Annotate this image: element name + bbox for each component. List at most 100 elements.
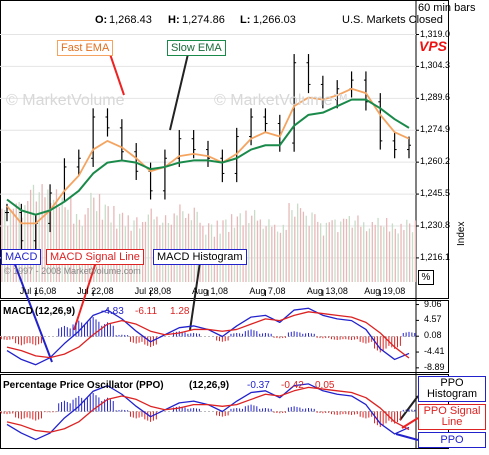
volume-bar	[342, 218, 345, 282]
volume-bar	[409, 223, 411, 282]
volume-bar	[24, 205, 26, 282]
volume-bar	[302, 211, 305, 282]
ppo-hist-value: 0.05	[315, 380, 335, 391]
volume-bar	[357, 215, 359, 282]
volume-bar	[27, 201, 29, 282]
macd-signal-line	[6, 311, 410, 359]
macd-signal-value: -6.11	[135, 306, 158, 317]
date-tick-label: Jul 28,08	[134, 286, 172, 296]
volume-bar	[182, 211, 184, 282]
arrow-ppo-signal	[401, 417, 419, 429]
fast-ema-line	[6, 87, 410, 225]
price-tick-label: 1,260.2	[420, 156, 451, 167]
ppo-value: -0.37	[247, 380, 270, 391]
date-tick-label: Aug 7,08	[249, 286, 286, 296]
volume-bar	[406, 219, 408, 282]
volume-bar	[317, 221, 319, 282]
volume-bar	[294, 216, 296, 282]
low-value: 1,266.03	[253, 14, 296, 26]
callout-ppo: PPO	[418, 432, 486, 448]
volume-bar	[187, 213, 190, 282]
watermark-right: © MarketVolume™	[214, 92, 349, 109]
volume-bar	[196, 211, 198, 282]
volume-bar	[32, 184, 35, 282]
volume-bar	[403, 230, 405, 282]
volume-bar	[311, 212, 313, 282]
volume-bar	[61, 197, 63, 282]
volume-bar	[253, 209, 256, 282]
volume-bar	[276, 231, 279, 282]
volume-bar	[104, 204, 106, 282]
volume-bar	[96, 211, 98, 282]
volume-bar	[29, 189, 32, 282]
volume-bar	[164, 215, 167, 282]
volume-bar	[268, 219, 270, 282]
volume-bar	[176, 215, 178, 282]
vps-logo: VPS	[419, 38, 448, 54]
volume-bar	[331, 220, 333, 282]
macd-tick-label: -8.89	[424, 361, 445, 372]
macd-tick-label: 0.08	[424, 330, 442, 341]
volume-bar	[4, 209, 6, 282]
volume-bar	[363, 222, 365, 282]
volume-bar	[299, 208, 302, 282]
volume-bar	[248, 223, 250, 282]
price-tick-label: 1,216.1	[420, 251, 451, 262]
volume-bar	[345, 218, 348, 282]
volume-bar	[386, 218, 388, 282]
volume-bar	[193, 207, 195, 282]
volume-bar	[377, 217, 379, 282]
price-tick-label: 1,319.0	[420, 28, 451, 39]
volume-bar	[179, 204, 181, 282]
volume-bar	[147, 214, 149, 282]
percent-toggle-button[interactable]: %	[418, 270, 434, 285]
arrow-fast-ema	[109, 53, 125, 96]
callout-macd-signal: MACD Signal Line	[46, 249, 144, 265]
volume-bar	[98, 193, 101, 282]
volume-bar	[256, 220, 259, 282]
volume-bar	[90, 192, 92, 282]
interval-label: 60 min bars	[418, 2, 476, 14]
volume-bar	[291, 210, 293, 282]
market-status: U.S. Markets Closed	[342, 14, 443, 26]
volume-bar	[47, 189, 49, 282]
date-tick-label: Aug 1,08	[192, 286, 229, 296]
volume-bar	[1, 208, 3, 282]
volume-bar	[297, 203, 299, 282]
ppo-panel-params: (12,26,9)	[189, 380, 230, 391]
open-label: O:	[95, 14, 108, 26]
macd-hist-value: 1.28	[170, 306, 190, 317]
date-tick-label: Jul 22,08	[77, 286, 114, 296]
price-tick-label: 1,230.8	[420, 219, 451, 230]
price-tick-label: 1,274.9	[420, 124, 451, 135]
volume-bar	[259, 219, 261, 282]
volume-bar	[144, 221, 147, 282]
volume-bar	[397, 233, 399, 282]
price-tick-label: 1,304.3	[420, 60, 451, 71]
volume-bar	[58, 207, 60, 282]
arrow-ppo-hist	[399, 395, 419, 421]
macd-value: -4.83	[101, 306, 124, 317]
volume-bar	[35, 201, 38, 282]
volume-bar	[52, 199, 55, 282]
volume-bar	[334, 219, 336, 282]
ppo-panel-title: Percentage Price Oscillator (PPO)	[3, 380, 164, 391]
volume-bar	[322, 235, 325, 282]
volume-bar	[414, 220, 417, 282]
arrow-ppo	[395, 433, 419, 441]
volume-bar	[64, 207, 66, 282]
volume-bar	[262, 228, 264, 282]
volume-bar	[113, 205, 115, 282]
arrow-macd	[13, 261, 53, 363]
volume-bar	[337, 232, 339, 282]
volume-bar	[50, 202, 52, 282]
volume-bar	[340, 221, 342, 282]
macd-tick-label: -4.41	[424, 346, 445, 357]
volume-bar	[12, 208, 15, 282]
callout-slow-ema: Slow EMA	[167, 40, 226, 56]
date-tick-label: Jul 16,08	[19, 286, 57, 296]
macd-panel-title: MACD	[3, 306, 33, 317]
volume-bar	[38, 192, 40, 282]
arrow-macd-signal	[73, 261, 97, 331]
